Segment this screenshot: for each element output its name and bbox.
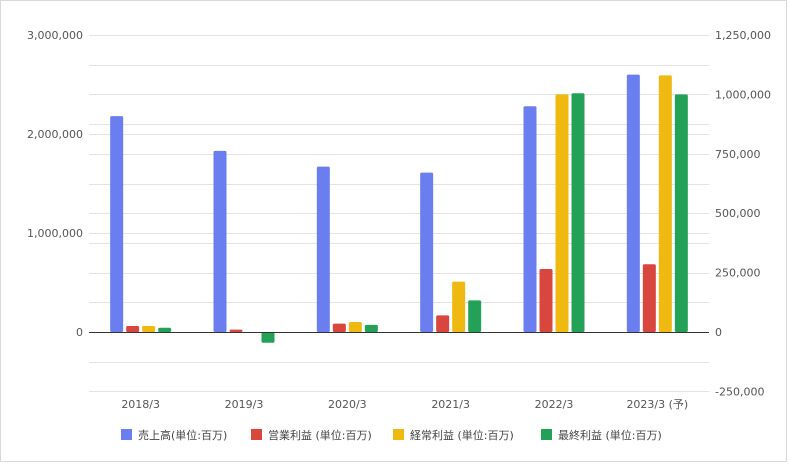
bar	[364, 324, 378, 332]
x-tick-label: 2020/3	[328, 398, 367, 411]
right-tick-label: 750,000	[715, 148, 761, 161]
bar	[316, 166, 330, 332]
bar	[626, 74, 640, 332]
right-tick-label: -250,000	[715, 385, 764, 398]
bar	[523, 106, 537, 332]
legend-swatch	[251, 429, 262, 440]
right-axis-ticks: -250,000 0 250,000 500,000 750,000 1,000,000 1…	[715, 29, 771, 398]
bar	[555, 94, 569, 333]
bar	[213, 150, 227, 332]
right-tick-label: 0	[715, 326, 722, 339]
bar	[261, 332, 275, 343]
bar	[642, 264, 656, 332]
bar	[674, 94, 688, 333]
legend-label: 営業利益 (単位:百万)	[268, 428, 372, 442]
x-tick-label: 2018/3	[121, 398, 160, 411]
bar	[452, 281, 466, 332]
bar	[126, 326, 140, 332]
legend-swatch	[541, 429, 552, 440]
bar	[436, 315, 450, 332]
legend-label: 売上高(単位:百万)	[138, 428, 227, 442]
bar	[332, 323, 346, 332]
bar	[348, 322, 362, 332]
left-axis-ticks: 0 1,000,000 2,000,000 3,000,000	[27, 29, 83, 339]
x-tick-label: 2021/3	[431, 398, 470, 411]
gridlines	[89, 35, 709, 392]
bar	[420, 172, 434, 332]
bar	[571, 93, 585, 332]
bar	[468, 300, 482, 332]
legend: 売上高(単位:百万) 営業利益 (単位:百万) 経常利益 (単位:百万) 最終利益 (…	[121, 428, 662, 442]
legend-label: 最終利益 (単位:百万)	[558, 428, 662, 442]
legend-label: 経常利益 (単位:百万)	[410, 428, 514, 442]
x-tick-label: 2023/3 (予)	[626, 398, 688, 411]
bar	[658, 75, 672, 332]
left-tick-label: 0	[76, 326, 83, 339]
left-tick-label: 3,000,000	[27, 29, 83, 42]
x-axis-labels: 2018/3 2019/3 2020/3 2021/3 2022/3 2023/3 (予)	[121, 398, 688, 411]
bar	[142, 326, 156, 332]
right-tick-label: 250,000	[715, 267, 761, 280]
left-tick-label: 2,000,000	[27, 128, 83, 141]
bars	[89, 74, 709, 343]
right-tick-label: 500,000	[715, 207, 761, 220]
left-tick-label: 1,000,000	[27, 227, 83, 240]
bar	[539, 269, 553, 332]
legend-swatch	[393, 429, 404, 440]
x-tick-label: 2019/3	[225, 398, 264, 411]
bar	[158, 327, 172, 332]
x-tick-label: 2022/3	[535, 398, 574, 411]
right-tick-label: 1,000,000	[715, 88, 771, 101]
right-tick-label: 1,250,000	[715, 29, 771, 42]
bar	[229, 329, 243, 332]
bar	[110, 116, 124, 333]
legend-swatch	[121, 429, 132, 440]
